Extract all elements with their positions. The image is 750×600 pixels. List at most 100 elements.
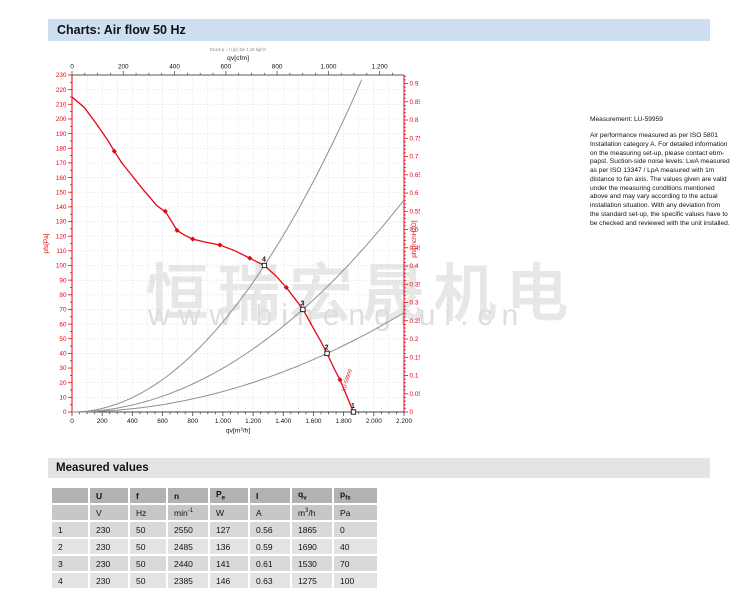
tick-label-right: 0.7 [410, 154, 419, 161]
tick-label-bottom: 1.800 [336, 418, 352, 425]
tick-label-bottom: 2.200 [396, 418, 412, 425]
chart-top-note: Druck p = f (qv) bei 1,15 kg/m³ [210, 47, 267, 52]
tick-label-right: 0.45 [410, 245, 421, 252]
value-cell: 50 [130, 539, 166, 554]
value-cell: 0 [334, 522, 377, 537]
tick-label-left: 20 [59, 380, 67, 387]
tick-label-right: 0.6 [410, 190, 419, 197]
tick-label-left: 0 [63, 409, 67, 416]
x-axis-label-bottom: qv[m³/h] [226, 428, 251, 435]
curve-marker [174, 227, 180, 233]
tick-label-bottom: 600 [157, 418, 168, 425]
measurement-id: Measurement: LU-59959 [590, 116, 663, 123]
tick-label-left: 40 [59, 351, 67, 358]
tick-label-left: 220 [56, 87, 67, 94]
value-cell: 141 [210, 556, 248, 571]
tick-label-right: 0.05 [410, 391, 421, 398]
tick-label-left: 150 [56, 189, 67, 196]
value-cell: 1275 [292, 573, 332, 588]
y-axis-label-left: pfs[Pa] [43, 233, 50, 253]
column-header: qv [292, 488, 332, 503]
tick-label-top: 200 [118, 64, 129, 71]
table-row-3: 3 230 50 2440 141 0.61 1530 70 [52, 556, 377, 571]
tick-label-right: 0.25 [410, 318, 421, 325]
measurement-description: Air performance measured as per ISO 5801… [590, 132, 730, 227]
tick-label-right: 0.2 [410, 336, 419, 343]
tick-label-right: 0.15 [410, 354, 421, 361]
value-cell: 230 [90, 573, 128, 588]
tick-label-left: 140 [56, 204, 67, 211]
unit-cell: Hz [130, 505, 166, 520]
operating-point-label-2: 2 [325, 344, 329, 351]
operating-point-4 [261, 262, 268, 269]
system-curve-through-point-2 [72, 312, 405, 413]
value-cell: 2485 [168, 539, 208, 554]
curve-marker [190, 236, 196, 242]
value-cell: 0.63 [250, 573, 290, 588]
operating-point-label-3: 3 [300, 300, 304, 307]
value-cell: 0.59 [250, 539, 290, 554]
measured-values-title: Measured values [56, 462, 149, 474]
tick-label-left: 90 [59, 277, 67, 284]
fan-characteristic-curve [71, 96, 355, 413]
value-cell: 1530 [292, 556, 332, 571]
value-cell: 127 [210, 522, 248, 537]
value-cell: 1690 [292, 539, 332, 554]
value-cell: 50 [130, 522, 166, 537]
tick-label-top: 600 [220, 64, 231, 71]
tick-label-left: 190 [56, 131, 67, 138]
tick-label-left: 210 [56, 102, 67, 109]
curve-marker [283, 284, 289, 291]
tick-label-left: 160 [56, 175, 67, 182]
x-axis-label-top: qv[cfm] [227, 55, 249, 62]
column-header: I [250, 488, 290, 503]
value-cell: 146 [210, 573, 248, 588]
y-axis-label-right: pfs[InchH2O] [411, 220, 418, 258]
tick-label-top: 0 [70, 64, 74, 71]
unit-cell: min-1 [168, 505, 208, 520]
value-cell: 50 [130, 573, 166, 588]
tick-label-right: 0.4 [410, 263, 419, 270]
value-cell: 2550 [168, 522, 208, 537]
operating-point-2 [324, 350, 330, 357]
operating-point-1 [350, 409, 357, 415]
curve-marker [217, 242, 223, 248]
value-cell: 136 [210, 539, 248, 554]
tick-label-bottom: 1.400 [275, 418, 291, 425]
tick-label-bottom: 400 [127, 418, 138, 425]
page-title: Charts: Air flow 50 Hz [57, 23, 186, 37]
tick-label-right: 0.55 [410, 208, 421, 215]
column-header: f [130, 488, 166, 503]
column-header: n [168, 488, 208, 503]
curve-marker [162, 208, 168, 214]
tick-label-bottom: 2.000 [366, 418, 382, 425]
tick-label-left: 130 [56, 219, 67, 226]
charts-section-header: Charts: Air flow 50 Hz [48, 19, 710, 41]
tick-label-right: 0.3 [410, 300, 419, 307]
tick-label-right: 0.35 [410, 281, 421, 288]
value-cell: 2440 [168, 556, 208, 571]
curve-marker [337, 377, 343, 383]
tick-label-left: 180 [56, 145, 67, 152]
value-cell: 1865 [292, 522, 332, 537]
table-row-2: 2 230 50 2485 136 0.59 1690 40 [52, 539, 377, 554]
tick-label-top: 1.000 [320, 64, 336, 71]
tick-label-bottom: 800 [187, 418, 198, 425]
tick-label-bottom: 1.000 [215, 418, 231, 425]
curve-marker [111, 148, 117, 154]
system-curve-through-point-3 [72, 199, 405, 413]
unit-cell: W [210, 505, 248, 520]
table-row-1: 1 230 50 2550 127 0.56 1865 0 [52, 522, 377, 537]
unit-cell: Pa [334, 505, 377, 520]
column-header: U [90, 488, 128, 503]
value-cell: 0.61 [250, 556, 290, 571]
tick-label-bottom: 1.600 [305, 418, 321, 425]
table-row-4: 4 230 50 2385 146 0.63 1275 100 [52, 573, 377, 588]
watermark-website-text: www.bihengrui.cn [148, 299, 528, 332]
tick-label-left: 30 [59, 365, 67, 372]
tick-label-left: 200 [56, 116, 67, 123]
value-cell: 230 [90, 556, 128, 571]
value-cell: 3 [52, 556, 88, 571]
